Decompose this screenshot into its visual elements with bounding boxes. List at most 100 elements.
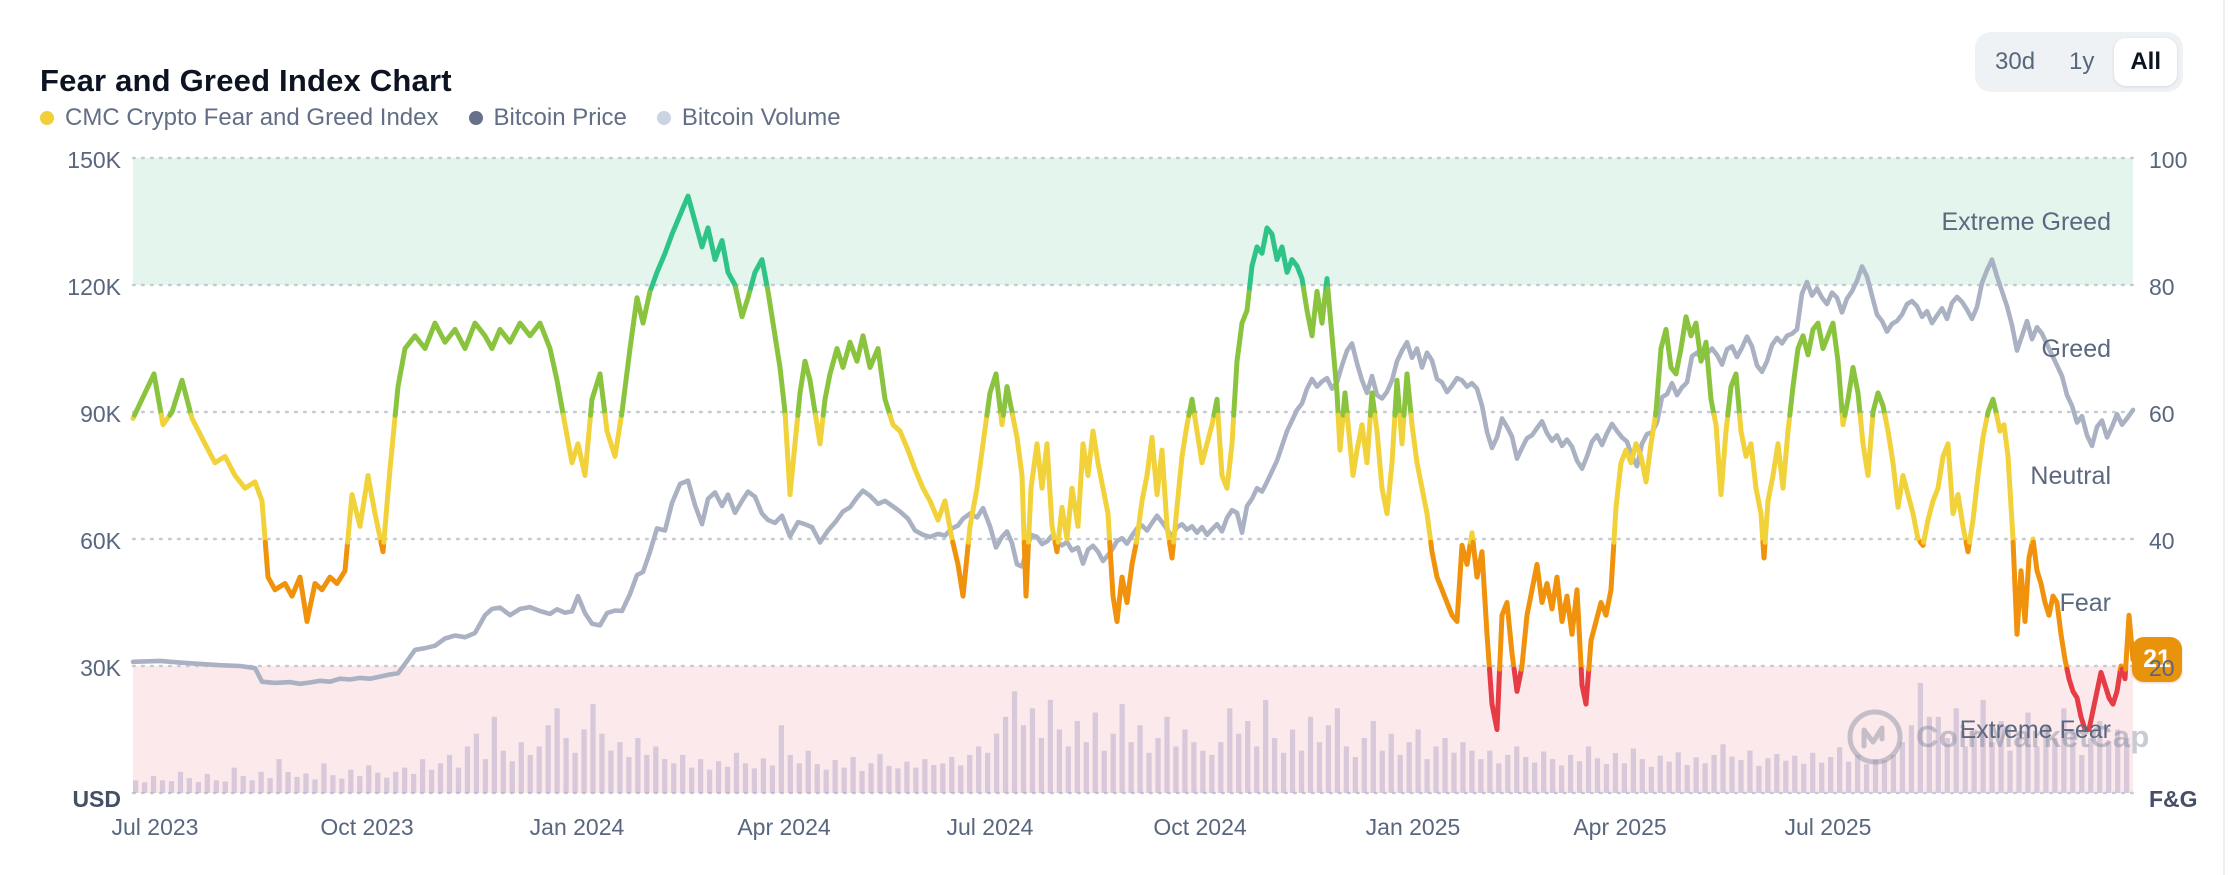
volume-bar [1711, 754, 1717, 793]
volume-bar [1837, 747, 1843, 793]
x-axis-tick: Apr 2025 [1573, 814, 1667, 840]
range-switcher: 30d 1y All [1975, 32, 2183, 92]
volume-bar [1388, 733, 1394, 793]
fng-line-segment [1367, 390, 1378, 418]
fng-line-segment [1578, 666, 1592, 707]
volume-bar [832, 759, 838, 793]
fng-line-segment [1468, 530, 1476, 545]
volume-bar [940, 763, 946, 793]
volume-bar [285, 771, 291, 793]
legend-item-btc-volume[interactable]: Bitcoin Volume [656, 104, 841, 132]
volume-bar [1532, 762, 1538, 793]
left-axis-tick: 120K [67, 274, 121, 300]
fng-line-segment [1340, 390, 1350, 418]
volume-bar [1953, 708, 1959, 793]
fng-line-segment [1192, 412, 1217, 466]
fng-line-segment [1839, 412, 1848, 428]
legend: CMC Crypto Fear and Greed Index Bitcoin … [40, 104, 841, 132]
fng-line-segment [782, 412, 801, 498]
fng-line-segment [1711, 412, 1731, 498]
volume-bar [1738, 759, 1744, 793]
volume-bar [1469, 750, 1475, 793]
volume-bar [1280, 752, 1287, 793]
volume-bar [186, 778, 193, 793]
legend-item-btc-price[interactable]: Bitcoin Price [468, 104, 627, 132]
fng-line-segment [984, 371, 1004, 418]
volume-bar [841, 767, 847, 793]
volume-bar [877, 754, 883, 793]
volume-bar [859, 770, 865, 793]
volume-bar [1379, 750, 1385, 793]
volume-bar [2070, 729, 2076, 793]
volume-bar [904, 761, 910, 793]
volume-bar [1334, 708, 1340, 793]
volume-bar [446, 754, 453, 793]
right-axis-unit: F&G [2149, 786, 2198, 812]
volume-bar [1361, 737, 1367, 793]
volume-bar [1236, 733, 1242, 793]
fng-line-segment [1021, 539, 1031, 599]
fng-line-segment [1397, 412, 1407, 447]
legend-label-btc-price: Bitcoin Price [493, 104, 627, 131]
fng-line-segment [1247, 225, 1306, 291]
fng-line-segment [1325, 285, 1341, 418]
zone-label-greed: Greed [2041, 334, 2111, 363]
fng-line-segment [733, 285, 754, 320]
fng-line-segment [1586, 539, 1617, 672]
volume-bar [1137, 725, 1143, 793]
legend-item-fng[interactable]: CMC Crypto Fear and Greed Index [40, 104, 439, 132]
fng-line-segment [1611, 412, 1658, 545]
x-axis-tick: Oct 2024 [1153, 814, 1247, 840]
fng-line-segment [1984, 396, 2000, 418]
volume-bar [993, 733, 1000, 793]
range-button-all[interactable]: All [2114, 38, 2177, 86]
zone-label-neutral: Neutral [2030, 461, 2111, 490]
volume-bar [1980, 699, 1986, 793]
volume-bar [150, 776, 157, 793]
volume-bar [626, 757, 632, 793]
fng-line-segment [602, 412, 624, 459]
right-axis-tick: 40 [2149, 528, 2175, 554]
fng-line-segment [1497, 600, 1517, 672]
volume-bar [653, 746, 659, 793]
volume-bar [141, 782, 148, 793]
fng-line-segment [1470, 539, 1492, 672]
volume-bar [2115, 729, 2121, 793]
volume-bar [482, 759, 488, 793]
range-button-30d[interactable]: 30d [1995, 48, 2036, 75]
volume-bar [742, 763, 749, 793]
volume-bar [1020, 725, 1027, 793]
volume-bar [1011, 691, 1018, 793]
volume-bar [1962, 746, 1968, 793]
volume-bar [1944, 737, 1950, 793]
volume-bar [1002, 716, 1009, 793]
volume-bar [1756, 765, 1762, 793]
volume-bar [1523, 757, 1529, 793]
range-button-1y[interactable]: 1y [2069, 48, 2095, 75]
volume-bar [500, 750, 506, 793]
volume-bar [823, 769, 829, 793]
fng-line-segment [167, 377, 194, 418]
left-axis-tick: 90K [80, 401, 121, 427]
fng-line-segment [1231, 285, 1252, 418]
volume-bar [706, 769, 713, 793]
volume-bar [1487, 750, 1493, 793]
fng-line-segment [820, 333, 893, 418]
page-title: Fear and Greed Index Chart [40, 62, 452, 98]
fng-line-segment [588, 371, 608, 418]
volume-bar [1792, 755, 1798, 793]
right-axis-tick: 20 [2149, 655, 2175, 681]
volume-bar [231, 767, 237, 793]
volume-bar [1352, 757, 1358, 793]
fng-line-segment [1010, 412, 1027, 545]
volume-bar [1998, 721, 2004, 793]
fng-line-segment [1301, 285, 1329, 339]
fng-line-segment [1401, 371, 1414, 418]
left-axis-tick: 150K [67, 147, 121, 173]
volume-bar [1406, 742, 1412, 793]
fng-line-segment [998, 412, 1006, 428]
legend-label-btc-volume: Bitcoin Volume [681, 104, 841, 131]
fng-line-segment [1967, 412, 1990, 545]
x-axis-tick: Jul 2023 [111, 814, 199, 840]
